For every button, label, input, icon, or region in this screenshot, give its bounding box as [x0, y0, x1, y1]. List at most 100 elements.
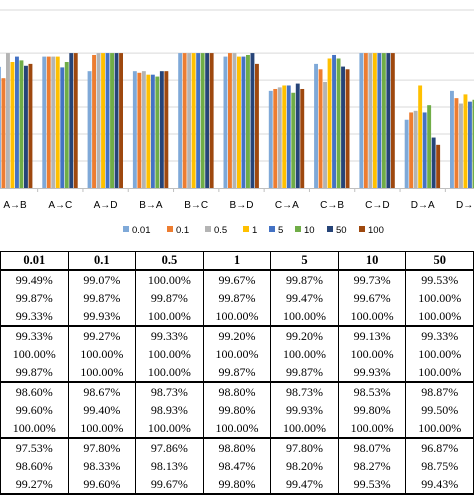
bar	[418, 85, 422, 188]
bar	[414, 111, 418, 188]
table-cell: 99.87%	[203, 363, 271, 382]
table-cell: 99.87%	[203, 289, 271, 307]
legend-label: 0.1	[176, 225, 189, 236]
table-row: 99.87%100.00%100.00%99.87%99.87%99.93%10…	[1, 363, 474, 382]
bar	[164, 71, 168, 188]
table-cell: 98.60%	[1, 382, 69, 401]
table-row: 98.60%98.33%98.13%98.47%98.20%98.27%98.7…	[1, 457, 474, 475]
bar	[459, 104, 463, 188]
bar	[142, 71, 146, 188]
table-cell: 96.87%	[406, 438, 474, 457]
table-cell: 98.75%	[406, 457, 474, 475]
legend-swatch	[295, 226, 301, 232]
bar	[464, 94, 468, 188]
legend-swatch	[327, 226, 333, 232]
table-cell: 98.93%	[136, 401, 204, 419]
bar	[341, 67, 345, 188]
bar	[210, 53, 214, 188]
table-cell: 99.67%	[136, 475, 204, 494]
bar	[409, 112, 413, 188]
x-tick-label: D→B	[456, 200, 474, 211]
x-tick-label: C→B	[320, 200, 344, 211]
table-row: 98.60%98.67%98.73%98.80%98.73%98.53%98.8…	[1, 382, 474, 401]
table-cell: 98.13%	[136, 457, 204, 475]
header-cell: 1	[203, 252, 271, 271]
bar-chart: A→BA→CA→DB→AB→CB→DC→AC→BC→DD→AD→B0.010.1…	[0, 0, 474, 251]
legend-swatch	[205, 226, 211, 232]
table-row: 100.00%100.00%100.00%100.00%100.00%100.0…	[1, 345, 474, 363]
table-cell: 100.00%	[406, 345, 474, 363]
legend-label: 0.5	[214, 225, 227, 236]
table-cell: 100.00%	[1, 345, 69, 363]
table-cell: 99.80%	[338, 401, 406, 419]
bar	[237, 57, 241, 188]
legend-label: 100	[368, 225, 384, 236]
table-cell: 99.80%	[203, 475, 271, 494]
table-row: 99.87%99.87%99.87%99.87%99.47%99.67%100.…	[1, 289, 474, 307]
bar	[291, 93, 295, 188]
bar	[391, 53, 395, 188]
table-cell: 100.00%	[68, 345, 136, 363]
bar	[224, 57, 228, 188]
table-row: 99.33%99.93%100.00%100.00%100.00%100.00%…	[1, 307, 474, 326]
table-cell: 99.93%	[271, 401, 339, 419]
bar	[47, 57, 51, 188]
bar	[97, 53, 101, 188]
bar	[337, 58, 341, 188]
bar	[296, 84, 300, 188]
bar	[2, 78, 6, 188]
table-cell: 99.33%	[1, 307, 69, 326]
table-cell: 99.33%	[1, 326, 69, 345]
bar	[373, 53, 377, 188]
bar	[74, 53, 78, 188]
bar	[106, 53, 110, 188]
header-cell: 0.01	[1, 252, 69, 271]
header-cell: 5	[271, 252, 339, 271]
bar	[51, 57, 55, 188]
bar	[178, 53, 182, 188]
bar	[29, 64, 33, 188]
legend-swatch	[269, 226, 275, 232]
bar	[436, 145, 440, 188]
bar	[24, 66, 28, 188]
legend-label: 0.01	[132, 225, 151, 236]
table-cell: 99.07%	[68, 270, 136, 289]
header-cell: 50	[406, 252, 474, 271]
bar	[386, 53, 390, 188]
bar	[183, 53, 187, 188]
bar	[92, 55, 96, 188]
table-cell: 99.20%	[203, 326, 271, 345]
bar	[6, 53, 10, 188]
table-cell: 99.13%	[338, 326, 406, 345]
bar	[15, 57, 19, 188]
table-cell: 99.60%	[1, 401, 69, 419]
bar	[382, 53, 386, 188]
table-cell: 100.00%	[338, 419, 406, 438]
table-cell: 100.00%	[271, 307, 339, 326]
bar	[314, 64, 318, 188]
x-tick-label: A→D	[94, 200, 118, 211]
bar	[60, 67, 64, 188]
bar	[155, 77, 159, 188]
bar	[233, 53, 237, 188]
table-cell: 99.67%	[338, 289, 406, 307]
bar	[323, 82, 327, 188]
table-cell: 97.53%	[1, 438, 69, 457]
table-cell: 99.80%	[203, 401, 271, 419]
bar	[251, 53, 255, 188]
table-cell: 98.80%	[203, 438, 271, 457]
bar	[319, 69, 323, 188]
table-cell: 100.00%	[136, 270, 204, 289]
results-table: 0.01 0.1 0.5 1 5 10 50 99.49%99.07%100.0…	[0, 251, 474, 495]
header-cell: 10	[338, 252, 406, 271]
bar	[423, 112, 427, 188]
legend-swatch	[243, 226, 249, 232]
table-cell: 99.27%	[1, 475, 69, 494]
legend-swatch	[123, 226, 129, 232]
x-tick-label: D→A	[411, 200, 435, 211]
table-cell: 100.00%	[136, 307, 204, 326]
legend-label: 10	[304, 225, 315, 236]
table-cell: 100.00%	[136, 363, 204, 382]
table-cell: 99.93%	[68, 307, 136, 326]
table-cell: 99.87%	[271, 270, 339, 289]
